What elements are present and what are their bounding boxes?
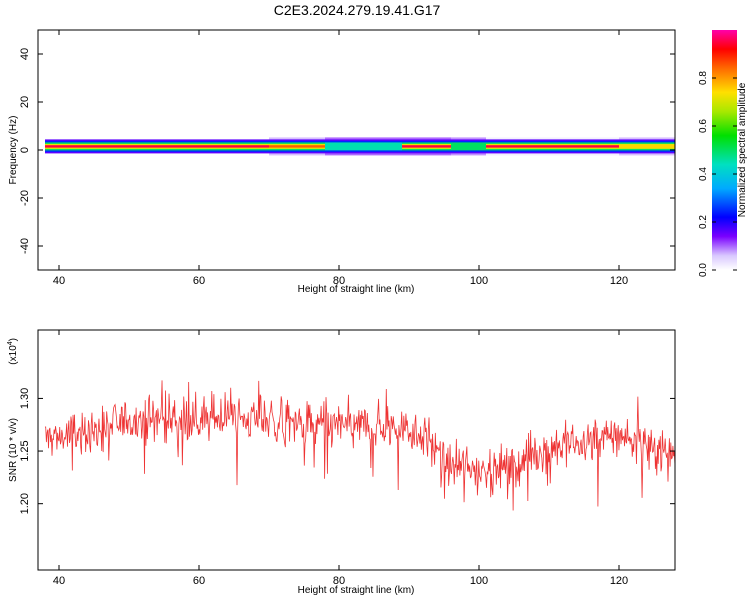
snr-series-line bbox=[44, 380, 675, 511]
y-tick-label: 1.20 bbox=[19, 493, 31, 514]
y-tick-label: -20 bbox=[19, 190, 31, 206]
spectral-band bbox=[486, 145, 619, 148]
colorbar-tick-label: 0.8 bbox=[698, 71, 709, 85]
snr-plot-area bbox=[38, 330, 675, 570]
spectral-band bbox=[619, 145, 675, 148]
spectrogram-y-ticks: 40 20 0 -20 -40 bbox=[19, 48, 675, 254]
snr-y-axis-label: SNR (10 * v/v) bbox=[8, 418, 19, 482]
x-tick-label: 100 bbox=[470, 575, 488, 587]
colorbar: 0.0 0.2 0.4 0.6 0.8 Normalized spectral ampl… bbox=[698, 30, 748, 277]
x-tick-label: 40 bbox=[53, 575, 65, 587]
colorbar-tick-label: 0.0 bbox=[698, 263, 709, 277]
spectral-band bbox=[269, 145, 325, 148]
snr-x-ticks: 40 60 80 100 120 bbox=[53, 330, 628, 587]
spectrogram-x-axis-label: Height of straight line (km) bbox=[298, 284, 415, 295]
y-tick-label: 1.30 bbox=[19, 388, 31, 409]
spectrogram-y-axis-label: Frequency (Hz) bbox=[8, 116, 19, 185]
colorbar-label: Normalized spectral amplitude bbox=[737, 82, 748, 217]
x-tick-label: 120 bbox=[610, 275, 628, 287]
x-tick-label: 40 bbox=[53, 275, 65, 287]
snr-panel: 40 60 80 100 120 1.20 1.25 1.30 Height of stra… bbox=[7, 329, 676, 596]
y-tick-label: 40 bbox=[19, 48, 31, 60]
spectrogram-x-ticks: 40 60 80 100 120 bbox=[53, 30, 628, 287]
snr-y-multiplier: (x104) bbox=[7, 338, 19, 365]
x-tick-label: 60 bbox=[193, 575, 205, 587]
colorbar-gradient bbox=[712, 30, 737, 270]
x-tick-label: 120 bbox=[610, 575, 628, 587]
spectrogram-heatmap bbox=[45, 137, 675, 156]
snr-y-ticks: 1.20 1.25 1.30 bbox=[19, 388, 675, 514]
colorbar-tick-label: 0.4 bbox=[698, 167, 709, 181]
y-tick-label: 20 bbox=[19, 96, 31, 108]
colorbar-ticks: 0.0 0.2 0.4 0.6 0.8 bbox=[698, 71, 737, 277]
colorbar-tick-label: 0.2 bbox=[698, 215, 709, 229]
chart-title: C2E3.2024.279.19.41.G17 bbox=[274, 2, 441, 18]
spectrogram-panel: 40 60 80 100 120 40 20 0 -20 -40 Height of strai… bbox=[8, 29, 676, 295]
snr-x-axis-label: Height of straight line (km) bbox=[298, 585, 415, 596]
snr-frame bbox=[37, 329, 676, 571]
spectral-band bbox=[402, 145, 451, 148]
x-tick-label: 80 bbox=[333, 575, 345, 587]
y-tick-label: -40 bbox=[19, 238, 31, 254]
y-tick-label: 0 bbox=[19, 147, 31, 153]
x-tick-label: 100 bbox=[470, 275, 488, 287]
spectral-band bbox=[325, 145, 402, 148]
colorbar-tick-label: 0.6 bbox=[698, 119, 709, 133]
x-tick-label: 80 bbox=[333, 275, 345, 287]
spectral-band bbox=[45, 145, 269, 148]
y-tick-label: 1.25 bbox=[19, 440, 31, 461]
spectral-band bbox=[451, 145, 486, 148]
x-tick-label: 60 bbox=[193, 275, 205, 287]
